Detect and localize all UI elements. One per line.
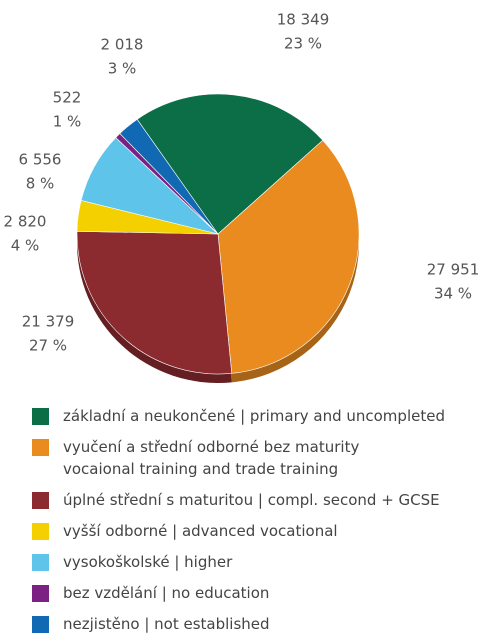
share-label: 34 % [434,285,472,303]
legend: základní a neukončené | primary and unco… [30,405,445,644]
legend-item: úplné střední s maturitou | compl. secon… [30,489,445,511]
slice [136,93,324,235]
value-label: 6 556 [19,151,62,169]
legend-swatch [32,523,49,540]
value-label: 2 018 [101,36,144,54]
legend-item: základní a neukončené | primary and unco… [30,405,445,427]
share-label: 4 % [11,237,40,255]
legend-swatch [32,439,49,456]
legend-label: vyšší odborné | advanced vocational [63,522,338,540]
slice [76,230,233,375]
legend-item: vyučení a střední odborné bez maturity v… [30,436,445,480]
chart: 18 349 23 % 27 951 34 % 21 379 27 % 2 820 4 % 6 … [4,11,480,384]
legend-swatch [32,492,49,509]
share-label: 8 % [26,175,55,193]
legend-label: nezjistěno | not established [63,615,270,633]
value-label: 21 379 [22,313,75,331]
value-label: 27 951 [427,261,480,279]
value-label: 18 349 [277,11,330,29]
legend-label: vysokoškolské | higher [63,553,233,571]
legend-item: vyšší odborné | advanced vocational [30,520,445,542]
share-label: 27 % [29,337,67,355]
legend-item: vysokoškolské | higher [30,551,445,573]
legend-swatch [32,616,49,633]
slice [217,139,360,374]
legend-swatch [32,408,49,425]
legend-swatch [32,554,49,571]
share-label: 1 % [53,113,82,131]
value-label: 522 [53,89,82,107]
share-label: 23 % [284,35,322,53]
legend-label: úplné střední s maturitou | compl. secon… [63,491,440,509]
legend-item: nezjistěno | not established [30,613,445,635]
value-label: 2 820 [4,213,47,231]
legend-swatch [32,585,49,602]
legend-label: bez vzdělání | no education [63,584,270,602]
legend-label: základní a neukončené | primary and unco… [63,407,445,425]
legend-item: bez vzdělání | no education [30,582,445,604]
legend-label: vyučení a střední odborné bez maturity v… [63,438,360,478]
slice [119,118,219,235]
share-label: 3 % [108,60,137,78]
